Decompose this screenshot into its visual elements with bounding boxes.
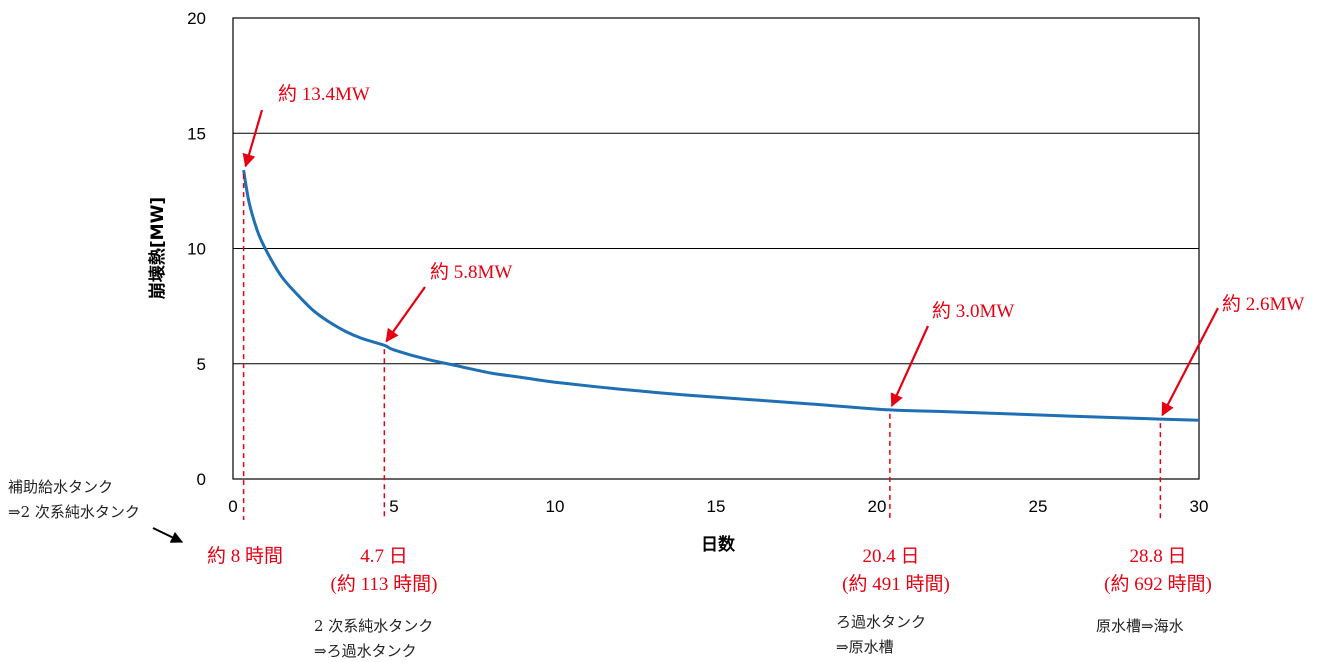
x-axis-title: 日数 xyxy=(701,534,736,555)
x-tick-label: 15 xyxy=(707,497,726,516)
tank-note-1-arrow xyxy=(152,527,184,543)
time-label-3-day: 20.4 日 xyxy=(862,546,919,567)
tank-note-2-line1: 2 次系純水タンク xyxy=(314,617,433,635)
time-label-3-hours: (約 491 時間) xyxy=(842,573,950,595)
x-tick-label: 5 xyxy=(389,497,398,516)
y-tick-label: 0 xyxy=(197,470,206,489)
time-label-2-day: 4.7 日 xyxy=(360,546,408,567)
time-label-1: 約 8 時間 xyxy=(207,545,283,567)
tank-note-1-line1: 補助給水タンク xyxy=(8,478,113,496)
y-tick-label: 5 xyxy=(197,355,206,374)
x-tick-label: 10 xyxy=(546,497,565,516)
tank-note-1-line2: ⇒2 次系純水タンク xyxy=(8,503,140,521)
x-tick-label: 25 xyxy=(1029,497,1048,516)
annotation-label: 約 2.6MW xyxy=(1222,293,1304,315)
tank-note-4-line1: 原水槽⇒海水 xyxy=(1096,617,1184,635)
x-tick-label: 0 xyxy=(228,497,237,516)
annotation-arrow xyxy=(890,325,930,408)
annotation-arrow xyxy=(1161,307,1219,417)
annotation-label: 約 3.0MW xyxy=(932,300,1014,322)
x-axis-ticks: 0 5 10 15 20 25 30 xyxy=(228,497,1208,516)
time-label-2-hours: (約 113 時間) xyxy=(331,573,438,595)
tank-note-3-line2: ⇒原水槽 xyxy=(836,638,894,656)
annotation-arrow xyxy=(242,109,264,168)
tank-note-3-line1: ろ過水タンク xyxy=(836,613,926,631)
annotation-label: 約 13.4MW xyxy=(278,83,370,105)
y-axis-title: 崩壊熱[MW] xyxy=(147,197,168,299)
annotation-arrow xyxy=(385,286,426,343)
tank-note-2-line2: ⇒ろ過水タンク xyxy=(314,642,417,660)
y-axis-ticks: 0 5 10 15 20 xyxy=(187,9,206,489)
series-layer xyxy=(242,169,1200,422)
x-tick-label: 30 xyxy=(1190,497,1209,516)
time-label-4-day: 28.8 日 xyxy=(1129,546,1186,567)
annotation-label: 約 5.8MW xyxy=(430,261,512,283)
plot-area-frame xyxy=(232,17,1200,480)
gridlines xyxy=(233,132,1199,365)
y-tick-label: 20 xyxy=(187,9,206,28)
annotation-layer: 約 13.4MW 約 5.8MW 約 3.0MW 約 2.6MW xyxy=(242,83,1304,520)
y-tick-label: 10 xyxy=(187,240,206,259)
y-tick-label: 15 xyxy=(187,124,206,143)
time-label-4-hours: (約 692 時間) xyxy=(1104,573,1212,595)
decay-heat-line xyxy=(242,169,1200,422)
x-tick-label: 20 xyxy=(868,497,887,516)
